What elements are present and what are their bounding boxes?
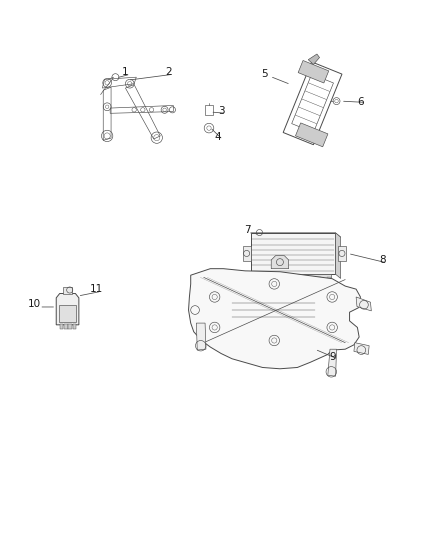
Polygon shape xyxy=(298,60,329,83)
Text: 3: 3 xyxy=(218,106,225,116)
Text: 11: 11 xyxy=(90,284,103,294)
Bar xyxy=(59,305,76,322)
Text: 2: 2 xyxy=(166,67,172,77)
Polygon shape xyxy=(251,233,336,274)
Bar xyxy=(297,277,300,286)
Bar xyxy=(68,324,72,329)
Polygon shape xyxy=(251,233,341,237)
Polygon shape xyxy=(271,256,289,269)
Bar xyxy=(64,324,67,329)
Polygon shape xyxy=(188,269,360,369)
Text: 6: 6 xyxy=(357,98,364,108)
Bar xyxy=(286,277,290,286)
Bar xyxy=(73,324,76,329)
Polygon shape xyxy=(196,323,206,350)
Polygon shape xyxy=(296,123,328,147)
Bar xyxy=(327,277,331,286)
Polygon shape xyxy=(328,349,336,376)
Text: 1: 1 xyxy=(122,67,129,77)
Polygon shape xyxy=(356,297,371,311)
Bar xyxy=(266,277,270,286)
Bar xyxy=(63,287,72,294)
Polygon shape xyxy=(354,343,369,354)
Bar xyxy=(256,277,260,286)
Text: 9: 9 xyxy=(330,352,336,361)
Text: 8: 8 xyxy=(379,255,385,265)
Bar xyxy=(276,277,280,286)
Text: 10: 10 xyxy=(28,300,41,309)
Polygon shape xyxy=(56,294,79,325)
Bar xyxy=(60,324,63,329)
Polygon shape xyxy=(336,233,341,278)
Bar xyxy=(338,246,346,261)
Polygon shape xyxy=(308,54,320,64)
Bar xyxy=(243,246,251,261)
Text: 7: 7 xyxy=(244,225,251,236)
Bar xyxy=(307,277,311,286)
Bar xyxy=(205,106,213,115)
Text: 4: 4 xyxy=(214,132,221,142)
Bar xyxy=(317,277,321,286)
Text: 5: 5 xyxy=(261,69,268,79)
Polygon shape xyxy=(253,274,331,288)
